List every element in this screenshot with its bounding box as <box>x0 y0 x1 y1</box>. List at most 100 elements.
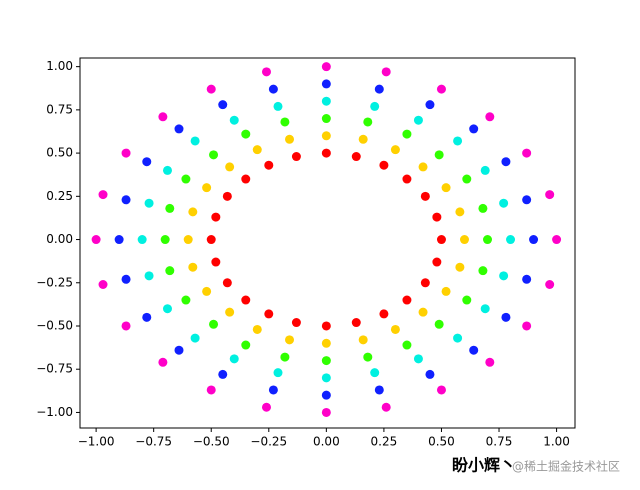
point <box>402 174 412 184</box>
point <box>229 354 239 364</box>
point <box>379 160 389 170</box>
point <box>268 385 278 395</box>
point <box>441 183 451 193</box>
point <box>121 195 131 205</box>
plot-frame <box>79 57 576 429</box>
point <box>218 369 228 379</box>
point <box>453 333 463 343</box>
point <box>144 271 154 281</box>
point <box>321 62 331 72</box>
point <box>522 195 532 205</box>
x-tick-label: −0.50 <box>193 435 230 449</box>
point <box>291 318 301 328</box>
point <box>501 312 511 322</box>
point <box>121 321 131 331</box>
point <box>273 101 283 111</box>
point <box>499 271 509 281</box>
point <box>188 207 198 217</box>
point <box>434 150 444 160</box>
point <box>480 304 490 314</box>
point <box>211 257 221 267</box>
point <box>552 235 562 245</box>
point <box>413 115 423 125</box>
x-tick-label: 0.50 <box>428 435 455 449</box>
point <box>485 357 495 367</box>
point <box>252 324 262 334</box>
point <box>436 84 446 94</box>
point <box>174 345 184 355</box>
point <box>459 235 469 245</box>
x-tick-label: −0.25 <box>250 435 287 449</box>
point <box>363 117 373 127</box>
point <box>321 407 331 417</box>
point <box>402 340 412 350</box>
point <box>358 134 368 144</box>
x-tick-label: 0.75 <box>486 435 513 449</box>
y-tick-label: −0.25 <box>36 275 73 289</box>
x-tick-label: 1.00 <box>543 435 570 449</box>
point <box>478 266 488 276</box>
x-tick-label: 0.25 <box>371 435 398 449</box>
x-tick-label: −0.75 <box>135 435 172 449</box>
point <box>165 203 175 213</box>
point <box>206 235 216 245</box>
point <box>209 319 219 329</box>
point <box>291 152 301 162</box>
point <box>522 321 532 331</box>
point <box>390 324 400 334</box>
point <box>420 191 430 201</box>
point <box>321 96 331 106</box>
point <box>121 148 131 158</box>
x-tick-label: −1.00 <box>78 435 115 449</box>
y-tick-label: −0.50 <box>36 318 73 332</box>
point <box>379 309 389 319</box>
point <box>485 112 495 122</box>
point <box>202 183 212 193</box>
point <box>241 295 251 305</box>
point <box>225 162 235 172</box>
point <box>370 101 380 111</box>
point <box>478 203 488 213</box>
point <box>241 340 251 350</box>
point <box>229 115 239 125</box>
point <box>202 286 212 296</box>
point <box>285 335 295 345</box>
point <box>162 304 172 314</box>
y-tick-label: 0.25 <box>46 189 73 203</box>
point <box>418 307 428 317</box>
point <box>455 262 465 272</box>
point <box>545 279 555 289</box>
point <box>144 198 154 208</box>
point <box>98 279 108 289</box>
y-tick-label: −0.75 <box>36 362 73 376</box>
point <box>321 79 331 89</box>
point <box>455 207 465 217</box>
point <box>321 390 331 400</box>
point <box>190 333 200 343</box>
point <box>174 124 184 134</box>
y-tick-label: 0.75 <box>46 102 73 116</box>
point <box>158 357 168 367</box>
point <box>280 117 290 127</box>
point <box>321 131 331 141</box>
point <box>268 84 278 94</box>
point <box>480 165 490 175</box>
point <box>483 235 493 245</box>
point <box>436 385 446 395</box>
point <box>264 309 274 319</box>
point <box>501 157 511 167</box>
point <box>425 369 435 379</box>
point <box>420 278 430 288</box>
point <box>390 145 400 155</box>
point <box>162 165 172 175</box>
point <box>183 235 193 245</box>
point <box>252 145 262 155</box>
point <box>321 373 331 383</box>
point <box>273 368 283 378</box>
x-tick-label: 0.00 <box>313 435 340 449</box>
point <box>374 84 384 94</box>
point <box>413 354 423 364</box>
point <box>462 174 472 184</box>
watermark-site: @稀土掘金技术社区 <box>512 459 620 474</box>
